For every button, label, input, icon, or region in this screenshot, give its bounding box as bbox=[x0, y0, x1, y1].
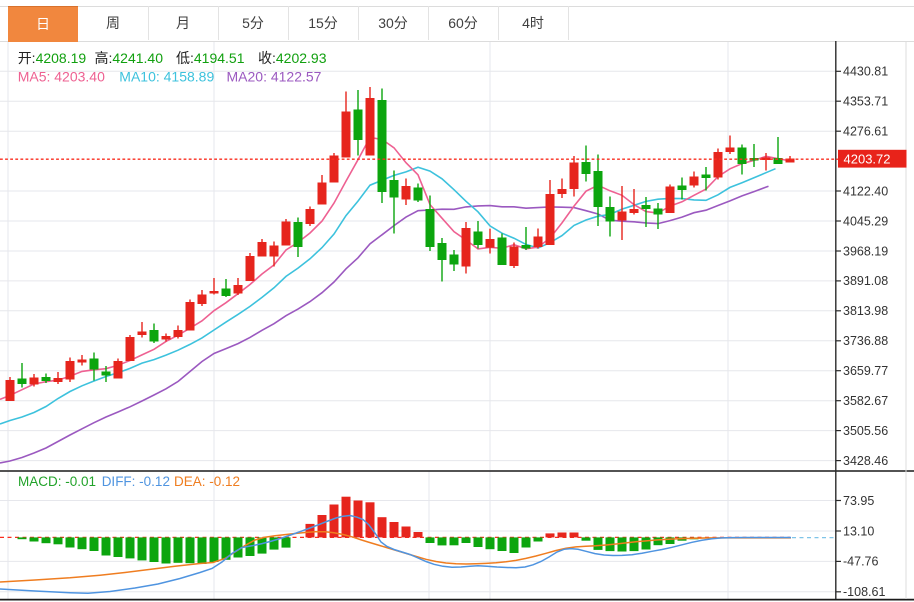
svg-text:MA5: 4203.40: MA5: 4203.40 bbox=[18, 69, 105, 85]
svg-text:3813.98: 3813.98 bbox=[843, 304, 888, 318]
svg-text:4430.81: 4430.81 bbox=[843, 65, 888, 79]
svg-text:3736.88: 3736.88 bbox=[843, 334, 888, 348]
svg-text:MA20: 4122.57: MA20: 4122.57 bbox=[227, 69, 322, 85]
svg-text:4045.29: 4045.29 bbox=[843, 214, 888, 228]
svg-text:收:4202.93: 收:4202.93 bbox=[258, 50, 327, 66]
svg-text:低:4194.51: 低:4194.51 bbox=[176, 50, 245, 66]
svg-text:4122.40: 4122.40 bbox=[843, 184, 888, 198]
svg-text:3505.56: 3505.56 bbox=[843, 424, 888, 438]
svg-text:MA10: 4158.89: MA10: 4158.89 bbox=[119, 69, 214, 85]
svg-text:-108.61: -108.61 bbox=[843, 585, 885, 599]
svg-text:DIFF: -0.12: DIFF: -0.12 bbox=[102, 474, 170, 489]
svg-text:13.10: 13.10 bbox=[843, 524, 874, 538]
svg-text:开:4208.19: 开:4208.19 bbox=[18, 50, 87, 66]
svg-text:4276.61: 4276.61 bbox=[843, 125, 888, 139]
svg-text:3428.46: 3428.46 bbox=[843, 454, 888, 468]
svg-text:3659.77: 3659.77 bbox=[843, 364, 888, 378]
svg-text:3968.19: 3968.19 bbox=[843, 244, 888, 258]
svg-text:4203.72: 4203.72 bbox=[844, 152, 891, 167]
svg-text:高:4241.40: 高:4241.40 bbox=[95, 50, 164, 66]
svg-text:DEA: -0.12: DEA: -0.12 bbox=[174, 474, 240, 489]
svg-text:MACD: -0.01: MACD: -0.01 bbox=[18, 474, 96, 489]
svg-text:73.95: 73.95 bbox=[843, 494, 874, 508]
svg-text:4353.71: 4353.71 bbox=[843, 95, 888, 109]
svg-text:3891.08: 3891.08 bbox=[843, 274, 888, 288]
svg-text:3582.67: 3582.67 bbox=[843, 394, 888, 408]
svg-text:-47.76: -47.76 bbox=[843, 555, 878, 569]
